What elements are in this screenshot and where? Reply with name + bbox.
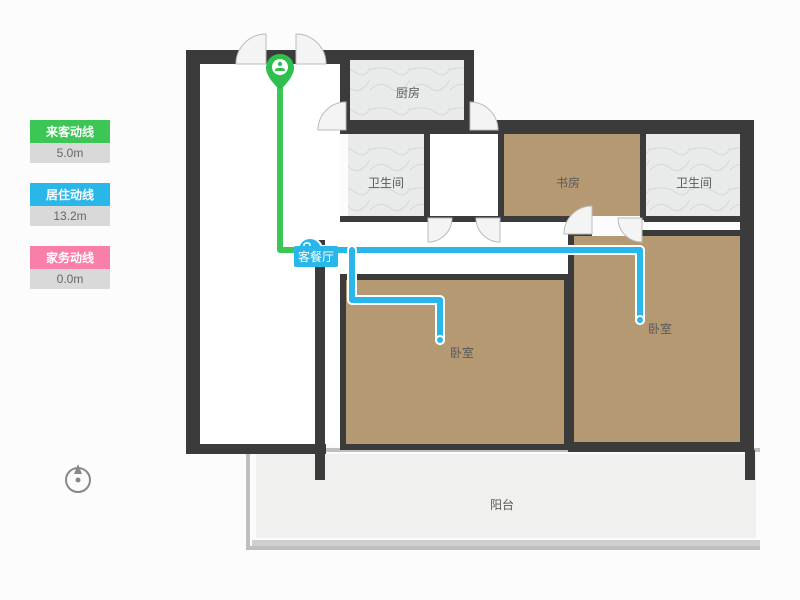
label-bath-1: 卫生间 bbox=[368, 174, 404, 191]
legend-value-guest: 5.0m bbox=[30, 143, 110, 163]
floor-plan: 厨房 卫生间 书房 卫生间 卧室 卧室 阳台 客餐厅 bbox=[170, 20, 760, 570]
label-bath-2: 卫生间 bbox=[676, 174, 712, 191]
legend-value-chore: 0.0m bbox=[30, 269, 110, 289]
label-bedroom-1: 卧室 bbox=[450, 344, 474, 361]
legend-value-living: 13.2m bbox=[30, 206, 110, 226]
legend-title-living: 居住动线 bbox=[30, 183, 110, 206]
legend-title-guest: 来客动线 bbox=[30, 120, 110, 143]
label-bedroom-2: 卧室 bbox=[648, 320, 672, 337]
legend-item-guest: 来客动线 5.0m bbox=[30, 120, 110, 163]
label-study: 书房 bbox=[556, 174, 580, 191]
label-balcony: 阳台 bbox=[490, 496, 514, 513]
compass-icon bbox=[60, 460, 96, 501]
legend: 来客动线 5.0m 居住动线 13.2m 家务动线 0.0m bbox=[30, 120, 110, 309]
legend-item-living: 居住动线 13.2m bbox=[30, 183, 110, 226]
label-living-dining: 客餐厅 bbox=[294, 246, 338, 267]
legend-item-chore: 家务动线 0.0m bbox=[30, 246, 110, 289]
floor-plan-svg bbox=[170, 20, 760, 570]
label-kitchen: 厨房 bbox=[396, 84, 420, 101]
legend-title-chore: 家务动线 bbox=[30, 246, 110, 269]
entrance-pin-icon bbox=[266, 54, 294, 90]
